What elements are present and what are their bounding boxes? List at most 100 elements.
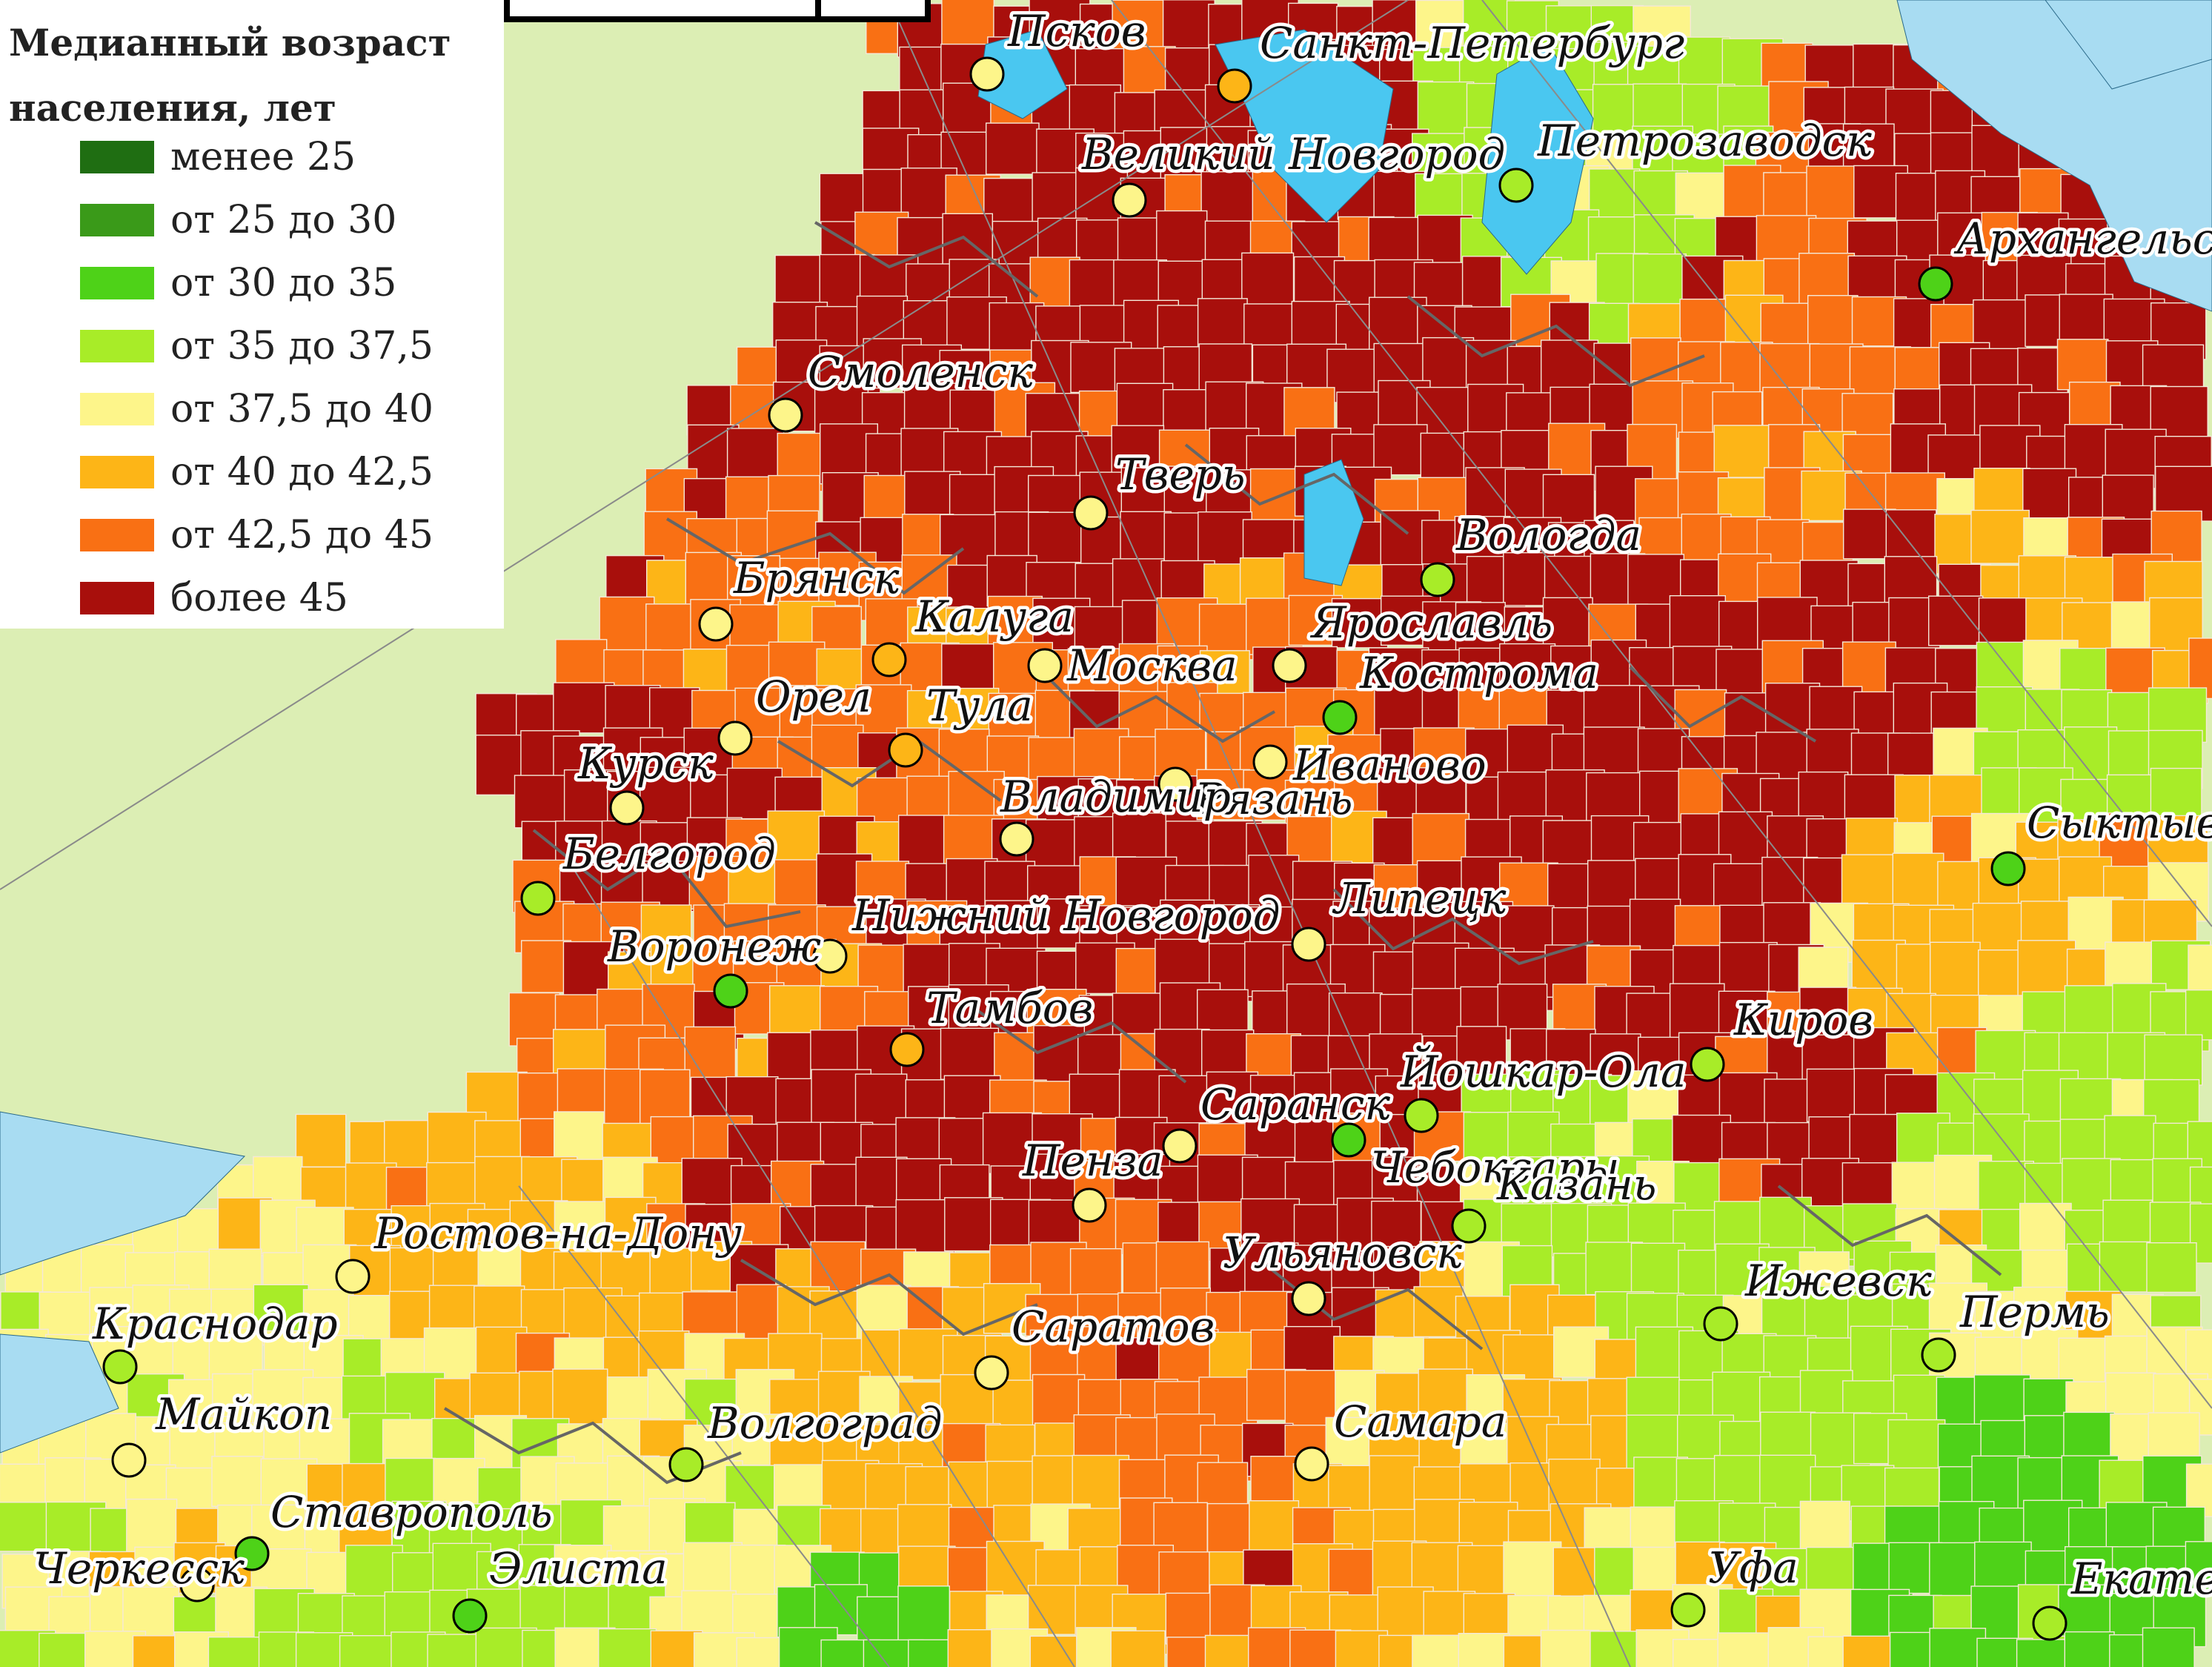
region-border — [1184, 443, 1409, 535]
city-label: Калуга — [914, 591, 1074, 642]
region-border — [814, 221, 1039, 298]
city-marker — [1918, 266, 1953, 302]
city-marker — [335, 1259, 371, 1294]
district-cell — [940, 1027, 1000, 1080]
district-cell — [1927, 595, 1984, 646]
city-marker — [1322, 700, 1358, 735]
district-cell — [514, 775, 573, 829]
city-marker — [1027, 648, 1063, 683]
city-marker — [974, 1355, 1009, 1391]
sea-of-azov — [0, 1111, 246, 1276]
city-label: Ярославль — [1309, 597, 1552, 648]
city-label: Элиста — [489, 1543, 668, 1594]
city-marker — [111, 1442, 147, 1478]
graticule-line — [1481, 0, 2212, 927]
city-label: Курск — [577, 738, 714, 789]
district-cell — [1110, 1630, 1166, 1667]
city-label: Нижний Новгород — [851, 890, 1281, 941]
district-cell — [1413, 1286, 1464, 1338]
city-label: Саранск — [1200, 1079, 1390, 1130]
city-marker — [698, 606, 734, 642]
city-label: Смоленск — [808, 347, 1033, 397]
city-marker — [1404, 1098, 1439, 1133]
district-cell — [1206, 1071, 1259, 1127]
city-label: Иваново — [1292, 740, 1487, 790]
district-cell — [2142, 1627, 2195, 1667]
district-cell — [1458, 1632, 1510, 1667]
city-marker — [1420, 562, 1455, 597]
legend-swatch — [80, 204, 154, 236]
city-label: Липецк — [1332, 873, 1507, 924]
district-cell — [1540, 1629, 1600, 1667]
legend-label: более 45 — [170, 576, 348, 620]
city-marker — [2032, 1605, 2067, 1641]
city-marker — [1291, 1281, 1326, 1316]
city-label: Санкт-Петербург — [1260, 18, 1684, 68]
legend-item: более 45 — [80, 576, 348, 620]
city-marker — [234, 1536, 270, 1571]
city-marker — [1690, 1047, 1725, 1082]
legend-swatch — [80, 330, 154, 362]
district-cell — [1892, 852, 1944, 912]
district-cell — [1929, 1628, 1987, 1667]
city-marker — [888, 732, 923, 768]
legend-swatch — [80, 519, 154, 551]
city-label: Москва — [1066, 640, 1238, 691]
city-marker — [889, 1032, 925, 1067]
district-cell — [1713, 425, 1770, 478]
city-label: Киров — [1733, 995, 1873, 1045]
district-cell — [554, 1201, 612, 1257]
district-cell — [554, 1111, 605, 1163]
city-marker — [102, 1349, 138, 1385]
legend-item: от 42,5 до 45 — [80, 513, 434, 557]
lake-ladoga — [1215, 29, 1394, 223]
map-frame-bar — [504, 0, 827, 22]
city-label: Майкоп — [155, 1389, 332, 1439]
district-cell — [1503, 1541, 1562, 1602]
city-marker — [1921, 1337, 1956, 1373]
region-border — [1777, 1184, 2002, 1276]
city-label: Чебоксары — [1371, 1142, 1620, 1193]
city-marker — [1162, 1128, 1198, 1164]
city-markers: Псков Санкт-Петербург Великий Новгород Петр… — [30, 3, 2212, 1641]
district-cell — [1369, 1455, 1420, 1517]
city-marker — [1670, 1592, 1706, 1628]
legend-swatch — [80, 267, 154, 299]
city-label: Петрозаводск — [1537, 116, 1872, 166]
district-cell — [1844, 774, 1904, 826]
district-cell — [2150, 767, 2202, 819]
city-label: Тверь — [1115, 449, 1245, 500]
district-cell — [1717, 1632, 1773, 1667]
district-cell — [1373, 424, 1428, 476]
district-cell — [1029, 1635, 1081, 1667]
legend: Медианный возраст населения, лет менее 2… — [0, 0, 504, 629]
legend-label: от 30 до 35 — [170, 261, 397, 305]
city-label: Пенза — [1022, 1136, 1163, 1186]
city-label: Сыктывкар — [2027, 798, 2212, 848]
district-cell — [2022, 468, 2077, 522]
district-cell — [726, 767, 783, 820]
city-marker — [969, 56, 1005, 92]
district-cell — [1200, 170, 1258, 225]
city-label: Воронеж — [607, 921, 821, 972]
legend-swatch — [80, 582, 154, 614]
district-cell — [775, 339, 828, 391]
district-cell — [1929, 941, 1981, 1003]
city-label: Белгород — [562, 829, 776, 879]
legend-swatch — [80, 456, 154, 488]
district-cell — [211, 1456, 264, 1508]
district-cell — [985, 122, 1040, 175]
city-label: Пермь — [1959, 1287, 2110, 1337]
legend-label: от 35 до 37,5 — [170, 324, 434, 368]
district-cell — [0, 1502, 49, 1552]
district-cell — [1718, 941, 1778, 997]
black-sea — [0, 1333, 119, 1454]
district-cell — [1325, 1416, 1378, 1473]
region-border — [1036, 666, 1275, 743]
district-cell — [598, 1628, 657, 1667]
district-cell — [1540, 339, 1599, 395]
city-label: Брянск — [733, 553, 900, 603]
city-marker — [452, 1598, 488, 1634]
district-cell — [640, 1069, 691, 1125]
legend-item: менее 25 — [80, 135, 356, 179]
